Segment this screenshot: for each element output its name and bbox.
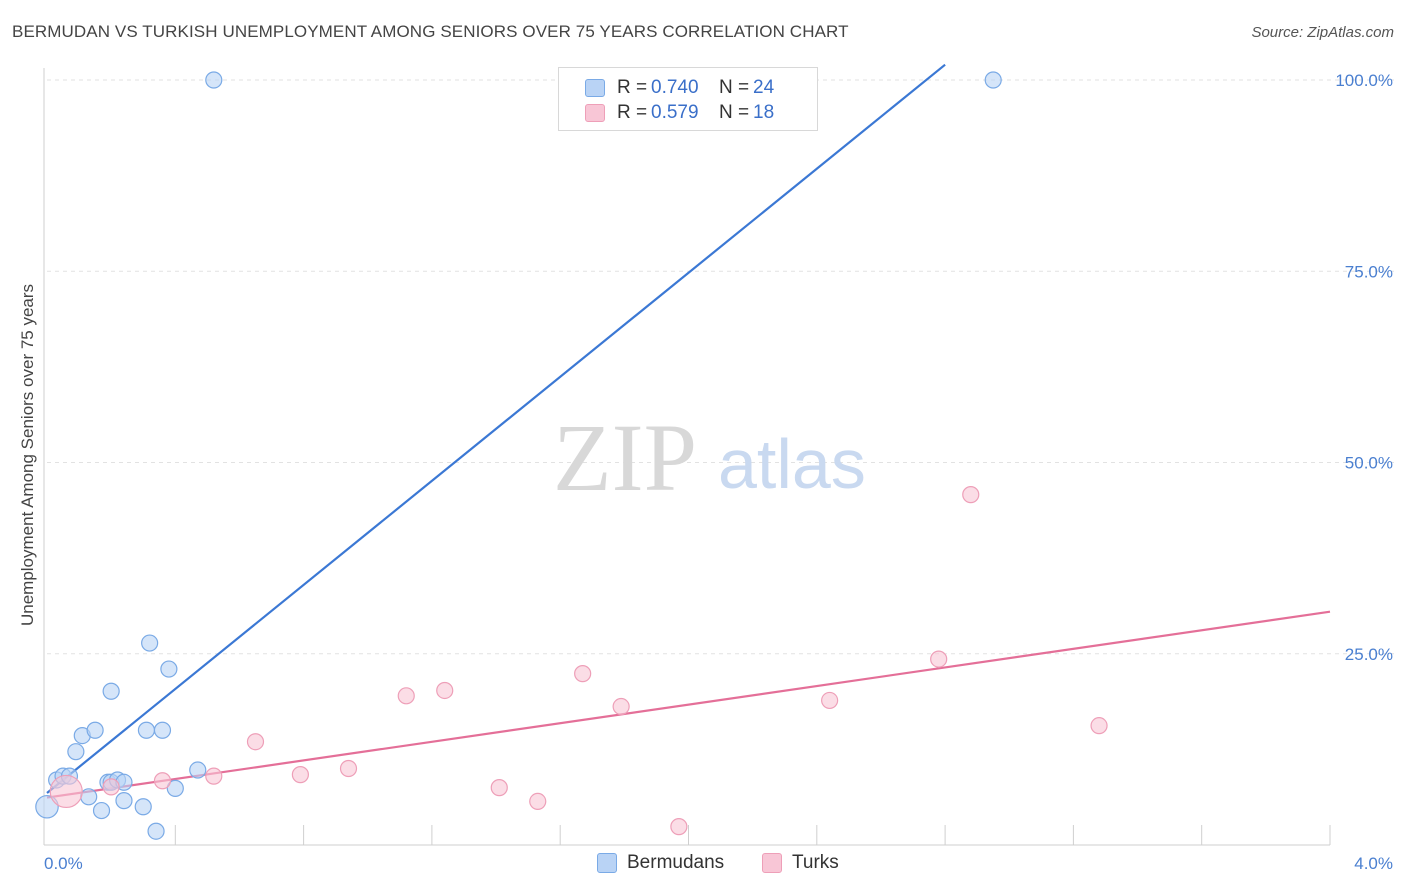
y-tick-label: 25.0% — [1345, 645, 1393, 664]
data-point-bermudans — [189, 761, 207, 779]
data-point-turks — [339, 759, 358, 778]
data-point-turks — [205, 767, 223, 785]
correlation-legend: R = 0.740 N = 24 R = 0.579 N = 18 — [558, 67, 818, 131]
data-point-turks — [529, 792, 547, 810]
data-point-bermudans — [102, 682, 120, 700]
data-point-turks — [670, 818, 688, 836]
data-point-turks — [962, 486, 980, 504]
data-point-bermudans — [205, 71, 223, 89]
data-point-turks — [821, 691, 839, 710]
data-points — [35, 71, 1108, 840]
data-point-bermudans — [86, 721, 104, 739]
legend-n-label: N = — [719, 102, 750, 123]
data-point-bermudans — [67, 743, 85, 761]
data-point-turks — [1090, 717, 1108, 735]
data-point-turks — [397, 687, 415, 705]
watermark: ZIP atlas — [553, 404, 866, 511]
x-tick-label: 0.0% — [44, 854, 83, 873]
data-point-bermudans — [141, 634, 159, 652]
data-point-turks — [436, 681, 454, 700]
data-point-turks — [930, 650, 948, 668]
legend-swatch-pink — [585, 104, 605, 122]
trend-line-bermudans — [46, 63, 946, 794]
watermark-atlas: atlas — [718, 425, 866, 503]
legend-item-bermudans: Bermudans — [597, 852, 724, 874]
legend-n-value: 18 — [753, 102, 775, 123]
legend-row-turks: R = 0.579 N = 18 — [585, 101, 774, 125]
data-point-bermudans — [92, 801, 111, 820]
legend-n-label: N = — [719, 77, 750, 98]
data-point-bermudans — [134, 798, 152, 816]
data-point-turks — [246, 733, 265, 751]
legend-item-turks: Turks — [762, 852, 839, 874]
data-point-bermudans — [166, 779, 184, 797]
tick-labels: 25.0% 50.0% 75.0% 100.0% 0.0% 4.0% — [44, 71, 1393, 873]
x-tick-label: 4.0% — [1354, 854, 1393, 873]
data-point-turks — [102, 778, 120, 796]
y-tick-label: 75.0% — [1345, 262, 1393, 281]
chart-title: BERMUDAN VS TURKISH UNEMPLOYMENT AMONG S… — [12, 22, 849, 41]
data-point-turks — [49, 774, 83, 809]
axes — [43, 68, 1331, 846]
data-point-bermudans — [137, 721, 156, 739]
series-legend: Bermudans Turks — [0, 852, 1406, 878]
data-point-turks — [574, 665, 592, 683]
y-tick-label: 50.0% — [1345, 454, 1393, 473]
legend-label-turks: Turks — [792, 852, 839, 873]
data-point-bermudans — [160, 660, 178, 678]
trend-lines — [46, 63, 1331, 799]
source-label: Source: ZipAtlas.com — [1251, 24, 1394, 41]
legend-label-bermudans: Bermudans — [627, 852, 725, 873]
legend-r-label: R = — [617, 77, 648, 98]
trend-line-turks — [46, 610, 1331, 799]
y-tick-label: 100.0% — [1335, 71, 1393, 90]
data-point-bermudans — [35, 794, 59, 819]
data-point-bermudans — [115, 792, 133, 810]
data-point-bermudans — [984, 71, 1002, 89]
legend-r-value: 0.579 — [651, 102, 699, 123]
data-point-bermudans — [147, 822, 165, 840]
legend-r-value: 0.740 — [651, 77, 699, 98]
legend-r-label: R = — [617, 102, 648, 123]
data-point-turks — [490, 779, 508, 797]
watermark-zip: ZIP — [553, 404, 697, 511]
legend-swatch-blue — [597, 853, 617, 873]
data-point-bermudans — [80, 788, 98, 806]
legend-n-value: 24 — [753, 77, 775, 98]
data-point-turks — [153, 772, 172, 790]
grid-lines — [47, 79, 1394, 655]
legend-row-bermudans: R = 0.740 N = 24 — [585, 76, 774, 100]
data-point-turks — [612, 697, 630, 716]
data-point-turks — [291, 766, 309, 784]
data-point-bermudans — [153, 721, 172, 739]
legend-swatch-blue — [585, 79, 605, 97]
legend-swatch-pink — [762, 853, 782, 873]
